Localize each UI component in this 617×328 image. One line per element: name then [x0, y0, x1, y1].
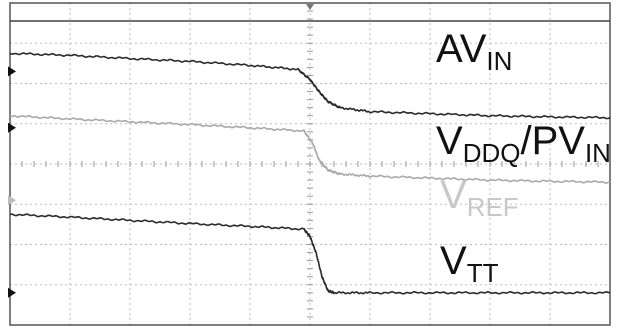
graticule	[9, 2, 611, 326]
trace-avin	[9, 52, 611, 120]
label-pvin-main: /PV	[520, 119, 585, 163]
label-vddq-pvin: VDDQ/PVIN	[436, 119, 611, 168]
channel-markers	[8, 4, 314, 298]
label-vtt-sub: TT	[467, 258, 499, 288]
trace-vddq-pvin	[9, 114, 611, 184]
label-vddq-sub: DDQ	[463, 138, 521, 168]
trigger-position-marker	[306, 4, 314, 10]
label-vddq-main: V	[436, 119, 463, 163]
label-vref-main: V	[440, 173, 467, 217]
ch2-ground-marker	[8, 122, 16, 133]
ch3-ground-marker	[8, 195, 16, 206]
screen-frame	[9, 2, 611, 326]
label-avin-sub: IN	[486, 46, 512, 76]
label-vtt-main: V	[440, 239, 467, 283]
ch4-ground-marker	[8, 287, 16, 298]
label-avin-main: AV	[436, 27, 487, 71]
trace-vtt	[9, 213, 611, 295]
label-vref-sub: REF	[467, 192, 519, 222]
ch1-ground-marker	[8, 66, 16, 77]
waveform-traces	[9, 52, 611, 295]
label-vref: VREF	[440, 173, 519, 222]
label-vtt: VTT	[440, 239, 499, 288]
label-avin: AVIN	[436, 27, 512, 76]
label-pvin-sub: IN	[585, 138, 611, 168]
